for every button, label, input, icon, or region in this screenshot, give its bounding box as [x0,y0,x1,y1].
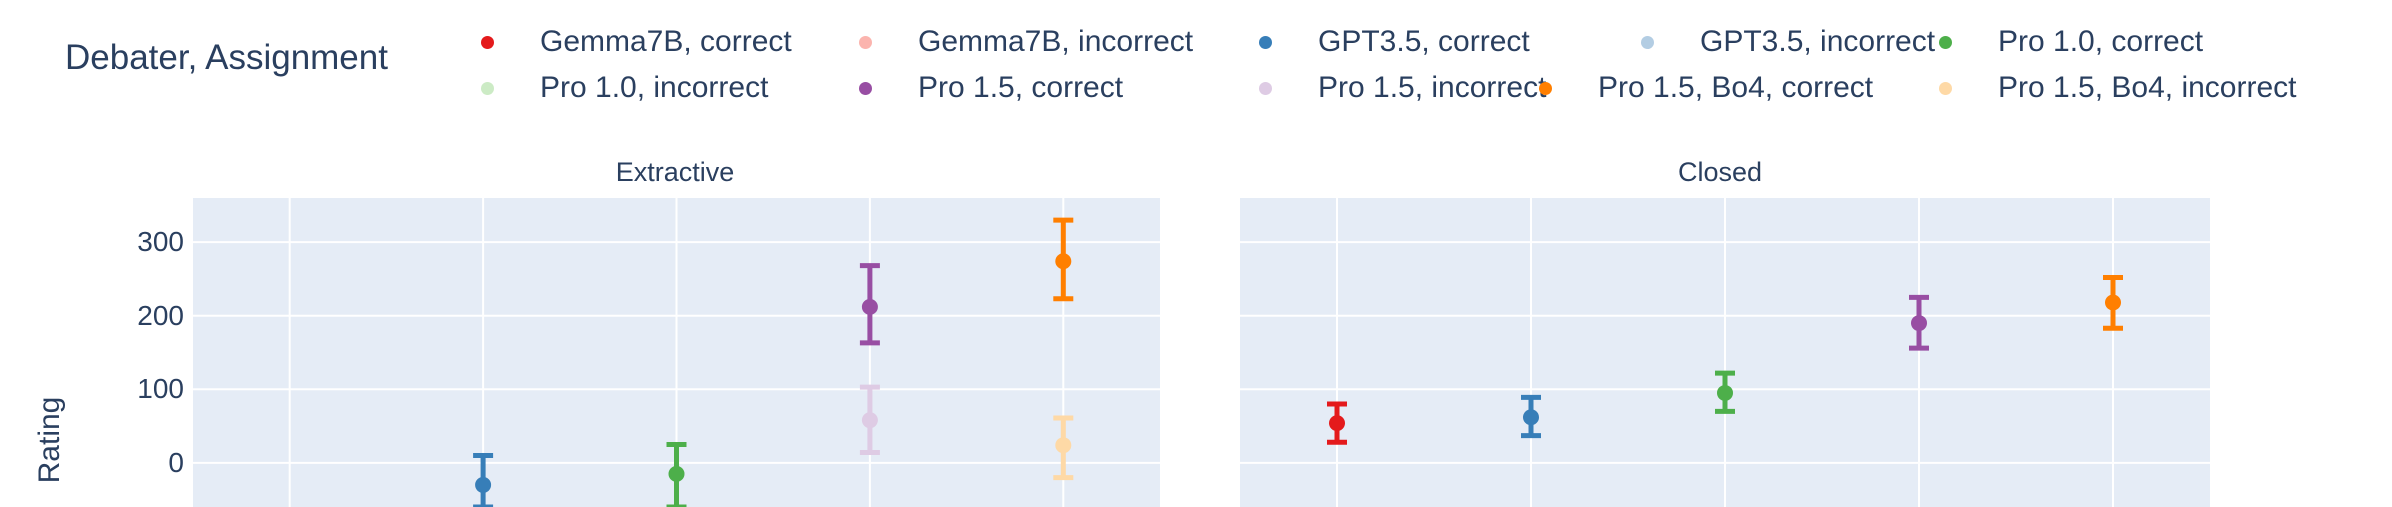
legend-marker-icon [1259,81,1272,95]
legend-marker-icon [1539,81,1552,95]
y-tick-label: 200 [137,299,184,331]
legend-label: Pro 1.5, Bo4, correct [1598,71,1874,104]
panel-title-extractive: Extractive [615,157,735,187]
data-point [861,298,878,315]
legend-label: GPT3.5, correct [1318,25,1530,58]
y-tick-label: 100 [137,373,184,405]
y-tick-label: 300 [137,226,184,258]
legend-label: Gemma7B, incorrect [918,25,1194,58]
legend-item[interactable]: Pro 1.5, correct [840,66,1123,110]
legend-label: Pro 1.5, incorrect [1318,71,1547,104]
legend-item[interactable]: GPT3.5, correct [1240,20,1530,64]
legend-label: Pro 1.0, incorrect [540,71,769,104]
legend-item[interactable]: Pro 1.5, incorrect [1240,66,1546,110]
data-point [1329,415,1345,432]
legend-item[interactable]: Gemma7B, incorrect [840,20,1193,64]
data-point [475,476,492,493]
legend-item[interactable]: Pro 1.5, Bo4, correct [1520,66,1873,110]
data-point [1055,437,1072,454]
legend-item[interactable]: Pro 1.0, incorrect [462,66,768,110]
data-point [1911,315,1927,332]
legend-item[interactable]: Pro 1.0, correct [1920,20,2203,64]
legend-marker-icon [1641,35,1654,49]
data-point [1055,253,1072,270]
legend-marker-icon [1939,81,1952,95]
data-point [668,465,685,482]
legend-marker-icon [481,35,494,49]
legend-marker-icon [859,35,872,49]
legend-marker-icon [1259,35,1272,49]
legend-label: GPT3.5, incorrect [1700,25,1936,58]
legend-marker-icon [481,81,494,95]
legend-item[interactable]: Pro 1.5, Bo4, incorrect [1920,66,2296,110]
data-point [2105,294,2121,311]
legend-title: Debater, Assignment [65,38,388,77]
data-point [1717,384,1733,401]
y-tick-label: 0 [168,446,184,478]
legend-label: Pro 1.0, correct [1998,25,2204,58]
data-point [861,412,878,429]
legend-item[interactable]: GPT3.5, incorrect [1622,20,1935,64]
panel-title-closed: Closed [1677,157,1763,187]
legend-label: Gemma7B, correct [540,25,792,58]
legend-marker-icon [1939,35,1952,49]
legend-item[interactable]: Gemma7B, correct [462,20,792,64]
data-point [1523,409,1539,426]
legend-label: Pro 1.5, correct [918,71,1124,104]
legend-label: Pro 1.5, Bo4, incorrect [1998,71,2297,104]
legend-marker-icon [859,81,872,95]
